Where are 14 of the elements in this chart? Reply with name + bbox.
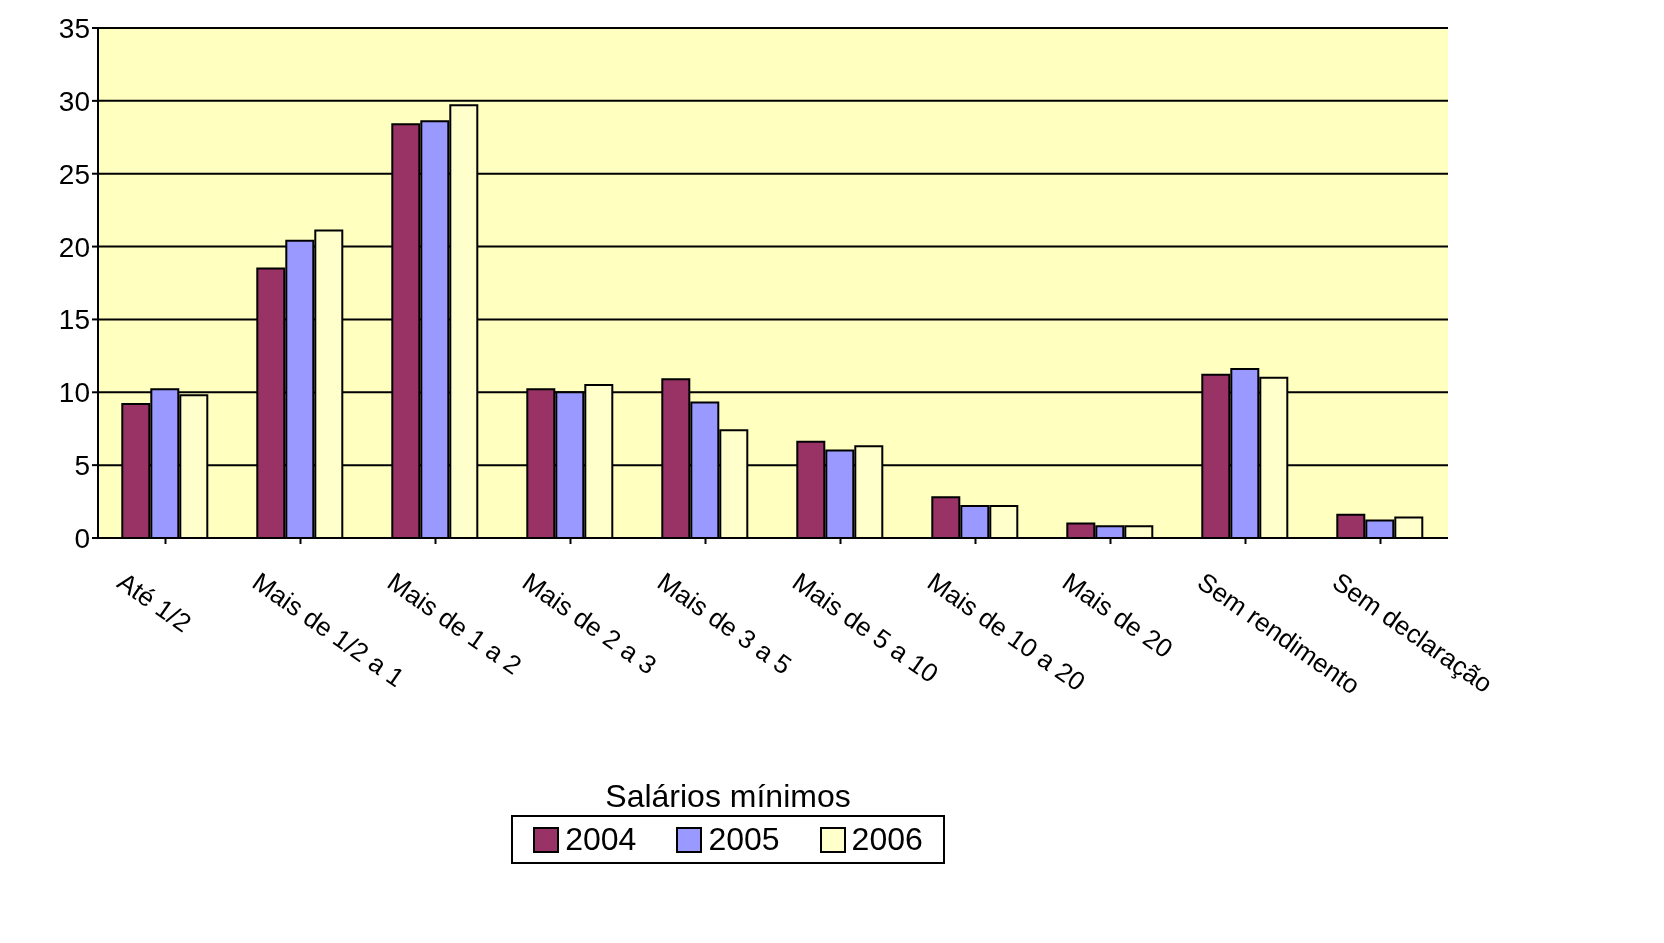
y-tick-label: 35 [58,12,90,44]
x-tick-label: Até 1/2 [112,566,197,639]
y-tick-label: 0 [74,522,90,554]
y-tick-label: 30 [58,85,90,117]
legend-label: 2004 [565,821,637,858]
y-tick-label: 25 [58,158,90,190]
x-axis-title: Salários mínimos [604,778,852,815]
y-tick-label: 15 [58,304,90,336]
y-tick-label: 20 [58,231,90,263]
y-tick-label: 5 [74,450,90,482]
legend-label: 2005 [708,821,780,858]
y-tick-label: 10 [58,377,90,409]
x-tick-label: Mais de 20 [1057,566,1179,664]
legend-label: 2006 [851,821,923,858]
